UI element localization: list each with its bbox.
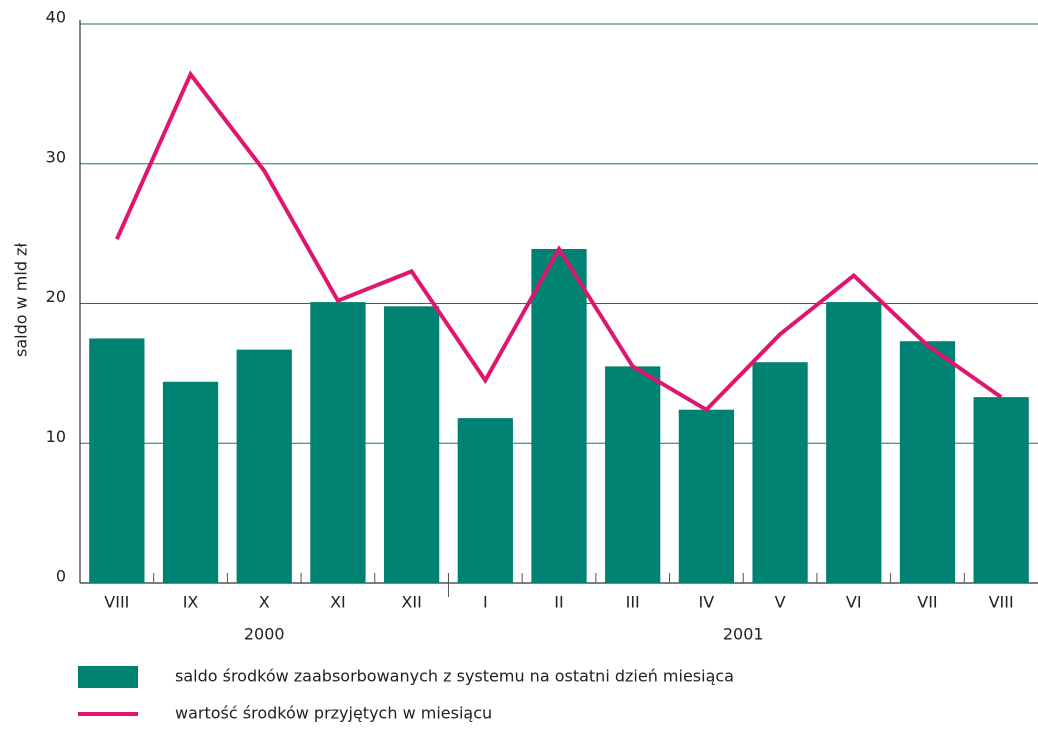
legend-label: wartość środków przyjętych w miesiącu	[175, 704, 492, 723]
line	[115, 70, 1003, 413]
y-axis-label: saldo w mld zł	[12, 243, 31, 357]
x-tick-label: VIII	[104, 593, 129, 612]
x-tick-label: X	[259, 593, 270, 612]
x-tick-label: V	[775, 593, 786, 612]
x-tick-label: VIII	[989, 593, 1014, 612]
bar	[899, 341, 956, 583]
x-tick-label: I	[483, 593, 488, 612]
bar	[310, 302, 366, 583]
bar	[605, 366, 661, 583]
y-tick-label: 30	[46, 147, 66, 166]
bar	[752, 362, 808, 583]
group-label: 2001	[723, 625, 764, 644]
bar	[678, 409, 735, 583]
y-tick-label: 10	[46, 427, 66, 446]
bar	[457, 418, 513, 583]
x-tick-label: VII	[917, 593, 937, 612]
x-tick-label: XII	[401, 593, 421, 612]
bar	[89, 338, 145, 583]
legend-label: saldo środków zaabsorbowanych z systemu …	[175, 667, 734, 686]
y-tick-label: 20	[46, 287, 66, 306]
bar	[973, 397, 1029, 583]
x-tick-label: IV	[699, 593, 715, 612]
x-tick-label: VI	[846, 593, 862, 612]
group-label: 2000	[244, 625, 285, 644]
x-tick-label: XI	[330, 593, 346, 612]
x-tick-label: II	[554, 593, 563, 612]
bar	[826, 302, 882, 583]
bar	[162, 381, 219, 583]
y-tick-label: 40	[46, 8, 66, 27]
bar	[383, 306, 440, 583]
x-tick-label: IX	[183, 593, 199, 612]
x-tick-label: III	[626, 593, 640, 612]
legend-swatch	[78, 666, 138, 688]
bar	[236, 349, 292, 583]
bar	[531, 248, 587, 583]
y-tick-label: 0	[56, 567, 66, 586]
